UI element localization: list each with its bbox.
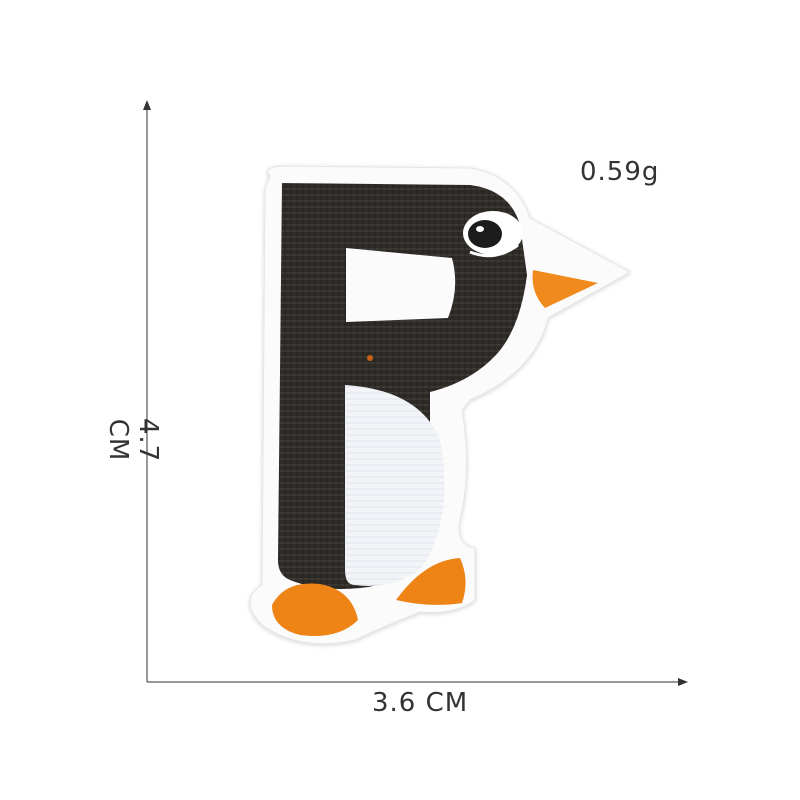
penguin-right-foot bbox=[396, 558, 466, 605]
height-dimension-label: 4.7 CM bbox=[103, 417, 163, 463]
weight-label: 0.59g bbox=[580, 157, 660, 187]
penguin-belly bbox=[345, 385, 445, 586]
penguin-left-foot bbox=[272, 583, 358, 636]
penguin-letter-patch bbox=[249, 165, 632, 645]
penguin-beak bbox=[532, 270, 598, 308]
width-dimension-label: 3.6 CM bbox=[372, 688, 469, 718]
penguin-eye bbox=[463, 211, 523, 258]
width-dimension-line bbox=[147, 678, 688, 686]
height-dimension-line bbox=[143, 100, 151, 682]
penguin-body bbox=[278, 183, 527, 589]
